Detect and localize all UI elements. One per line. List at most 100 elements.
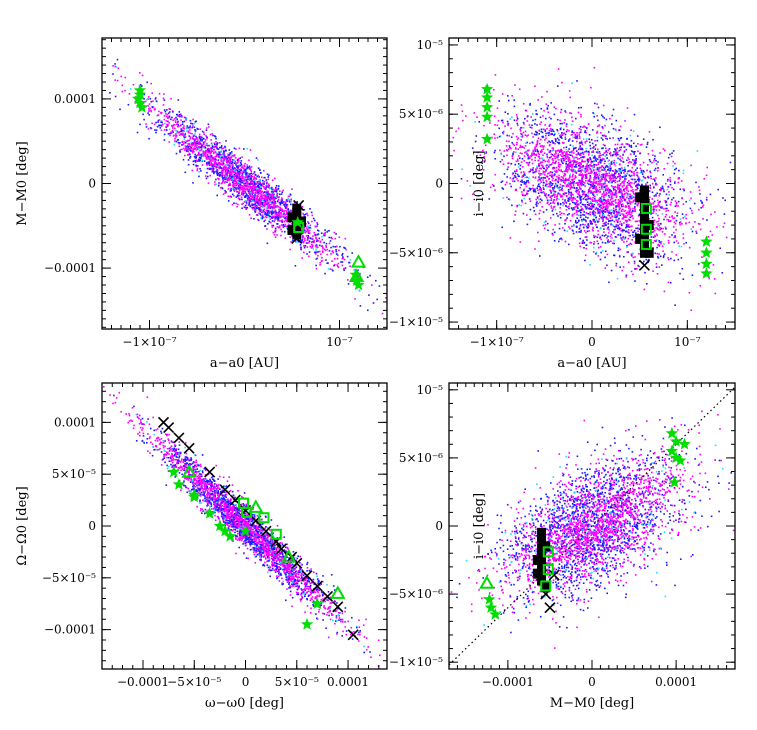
cloud-point (623, 229, 625, 232)
cloud-point (271, 226, 274, 228)
cloud-point (244, 204, 247, 207)
cloud-point (630, 196, 632, 199)
cloud-point (199, 128, 201, 130)
cloud-point (515, 176, 517, 178)
cloud-point (630, 212, 633, 214)
cloud-point (221, 187, 224, 190)
cloud-point (312, 217, 315, 220)
cloud-point (606, 174, 608, 177)
cloud-point (622, 197, 625, 199)
cloud-point (678, 221, 681, 224)
cloud-point (318, 250, 321, 253)
cloud-point (267, 192, 269, 194)
cloud-point (204, 139, 207, 141)
cloud-point (589, 213, 591, 216)
cloud-point (585, 174, 587, 177)
cloud-point (593, 173, 596, 176)
cloud-point (152, 100, 154, 103)
cloud-point (526, 135, 528, 137)
cloud-point (548, 174, 551, 177)
cloud-point (557, 165, 560, 168)
cloud-point (599, 156, 601, 159)
cloud-point (265, 179, 268, 181)
cloud-point (562, 201, 564, 204)
cloud-point (622, 229, 624, 232)
cloud-point (591, 185, 594, 187)
cloud-point (535, 143, 538, 146)
cloud-point (151, 92, 153, 94)
cloud-point (636, 268, 638, 270)
cloud-point (534, 159, 536, 162)
cloud-point (615, 262, 618, 265)
cloud-point (614, 192, 617, 195)
cloud-point (579, 173, 581, 175)
cloud-point (622, 266, 625, 268)
cloud-point (584, 168, 586, 170)
cloud-point (198, 153, 201, 156)
cloud-point (508, 145, 511, 147)
cloud-point (476, 154, 478, 157)
cloud-point (276, 234, 278, 236)
cloud-point (611, 160, 613, 163)
cloud-point (672, 150, 675, 152)
cloud-point (264, 219, 266, 221)
cloud-point (257, 195, 259, 197)
cloud-point (551, 174, 553, 176)
cloud-point (541, 145, 543, 147)
cloud-point (567, 193, 570, 195)
cloud-point (507, 113, 509, 115)
cloud-point (532, 119, 534, 122)
cloud-point (630, 144, 633, 147)
cloud-point (335, 233, 337, 235)
cloud-point (314, 251, 316, 254)
cloud-point (649, 184, 651, 187)
cloud-point (503, 155, 505, 158)
cloud-point (170, 97, 172, 100)
marker-star (350, 274, 363, 286)
cloud-point (623, 213, 625, 216)
cloud-point (179, 113, 182, 116)
cloud-point (620, 146, 622, 149)
cloud-point (219, 187, 222, 189)
cloud-point (481, 162, 483, 164)
cloud-point (650, 175, 652, 178)
cloud-point (542, 128, 545, 131)
cloud-point (217, 161, 220, 164)
cloud-point (272, 211, 275, 214)
cloud-point (259, 198, 261, 200)
cloud-point (668, 216, 671, 218)
cloud-point (618, 210, 621, 213)
cloud-point (194, 138, 196, 141)
cloud-point (572, 185, 575, 187)
cloud-point (249, 167, 251, 169)
cloud-point (229, 166, 231, 169)
cloud-point (587, 207, 589, 210)
cloud-point (655, 195, 657, 197)
cloud-point (549, 174, 552, 177)
cloud-point (619, 214, 621, 217)
cloud-point (184, 136, 187, 138)
cloud-point (376, 298, 378, 301)
cloud-point (577, 158, 579, 160)
cloud-point (267, 223, 269, 225)
cloud-point (611, 224, 614, 226)
cloud-point (555, 183, 557, 186)
cloud-point (233, 180, 236, 183)
cloud-point (227, 167, 229, 169)
cloud-point (568, 165, 571, 168)
cloud-point (292, 239, 294, 242)
cloud-point (191, 123, 194, 125)
cloud-point (286, 208, 289, 210)
cloud-point (312, 247, 314, 250)
cloud-point (575, 211, 578, 213)
cloud-point (667, 239, 670, 242)
cloud-point (547, 172, 549, 175)
cloud-point (304, 231, 306, 234)
cloud-point (540, 130, 543, 133)
cloud-point (119, 108, 121, 111)
cloud-point (510, 127, 512, 130)
cloud-point (552, 159, 555, 162)
cloud-point (629, 134, 632, 137)
cloud-point (299, 239, 302, 241)
cloud-point (624, 206, 627, 208)
